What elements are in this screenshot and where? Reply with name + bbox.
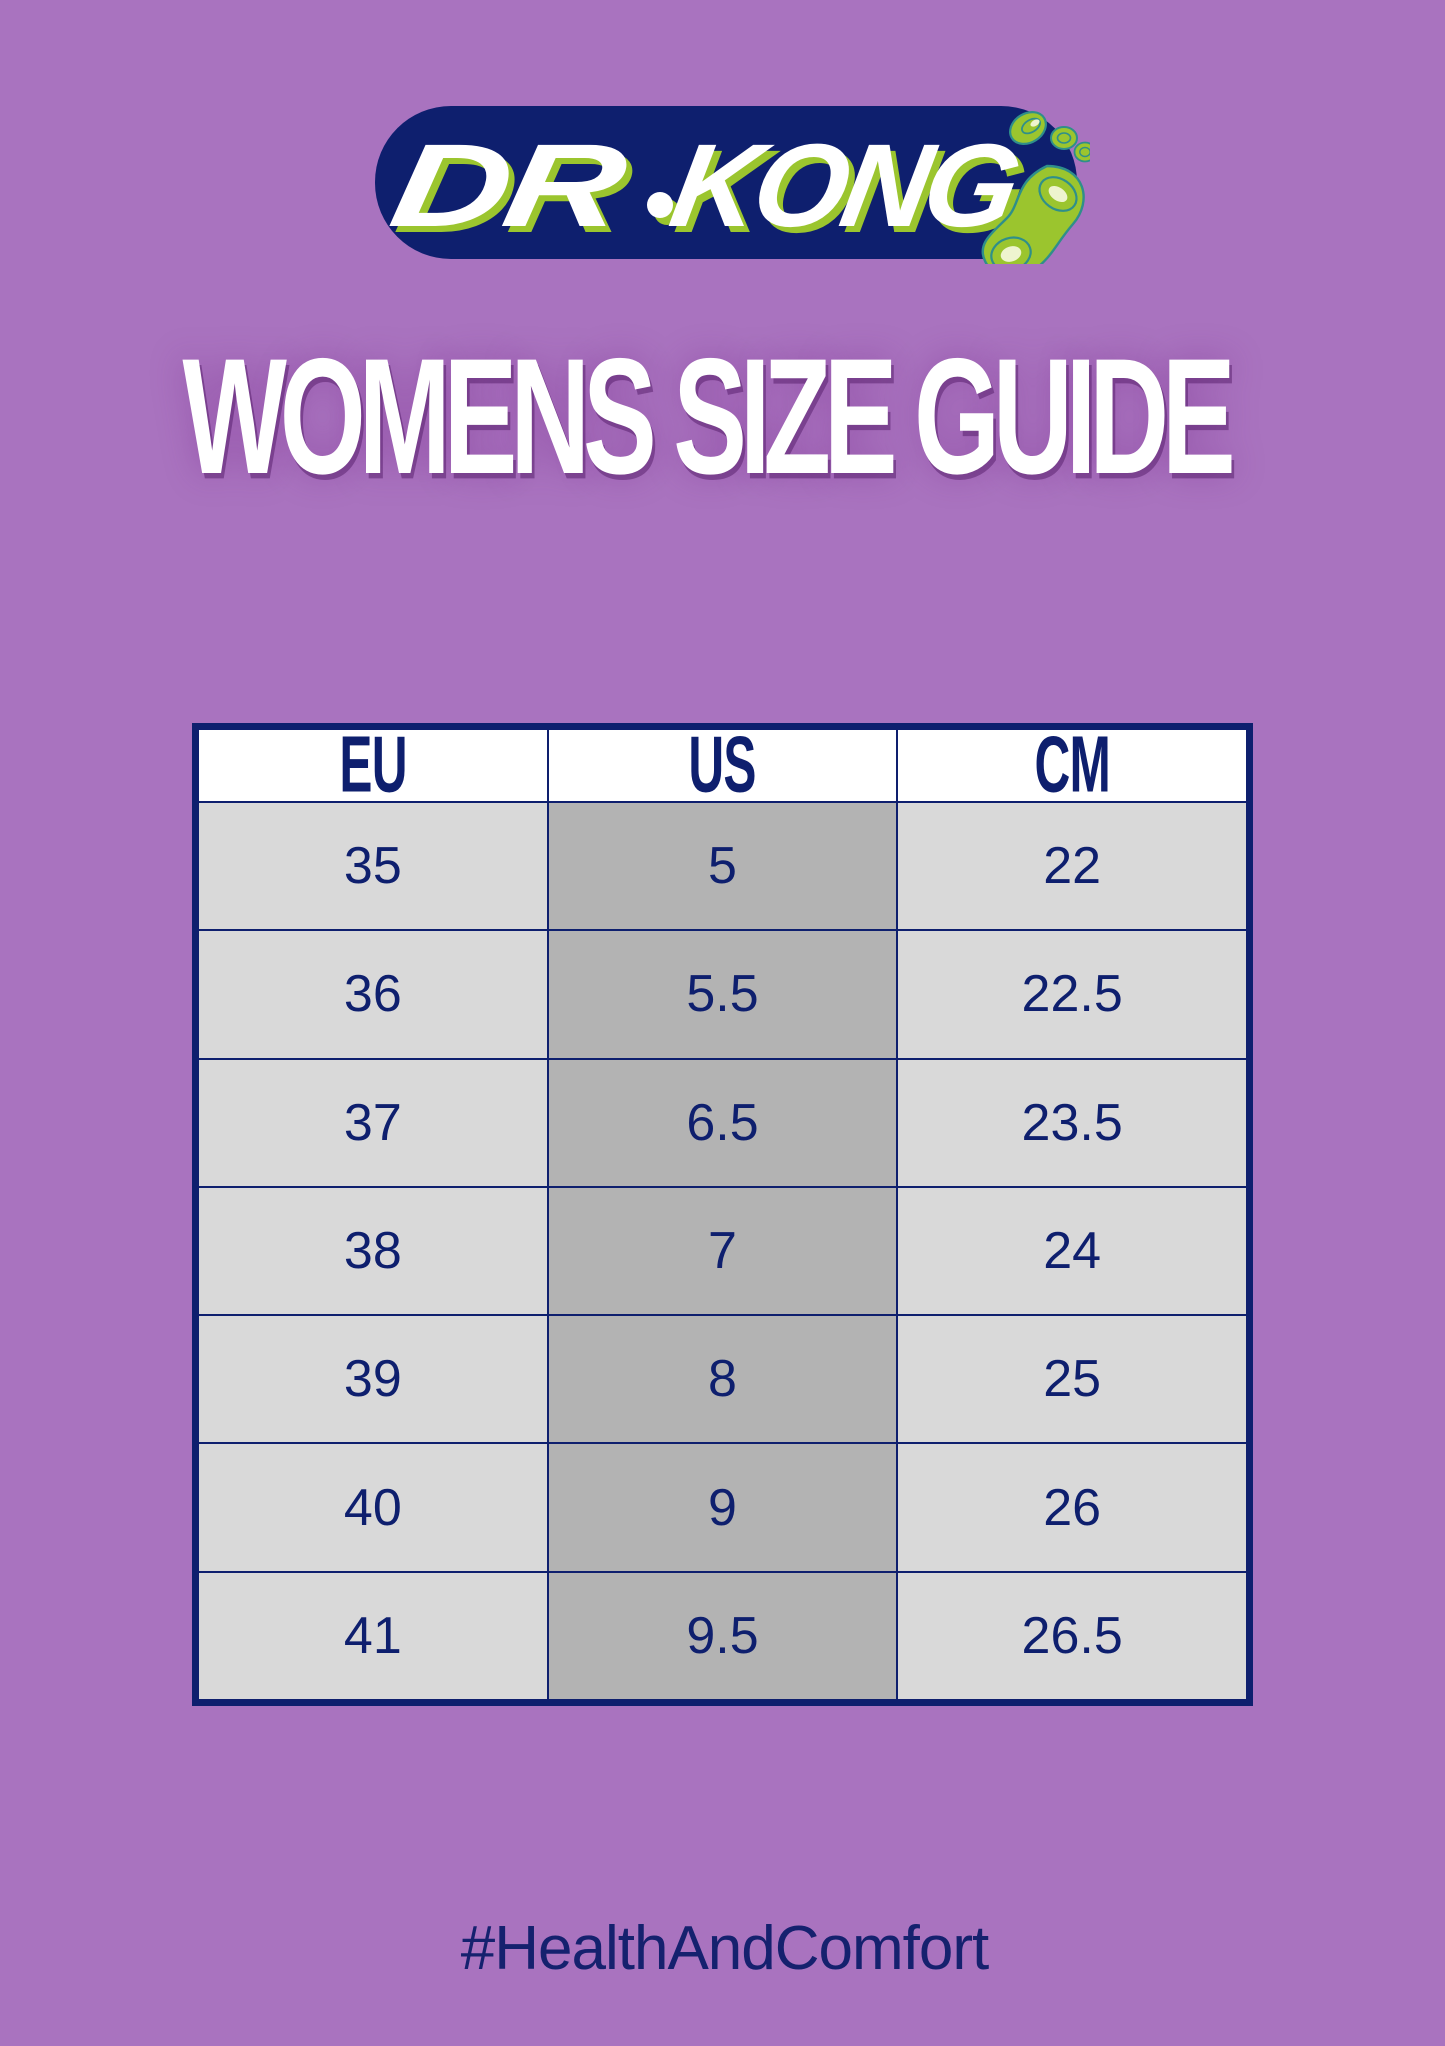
svg-text:KONG: KONG <box>662 120 1027 252</box>
svg-text:DR: DR <box>382 120 636 252</box>
